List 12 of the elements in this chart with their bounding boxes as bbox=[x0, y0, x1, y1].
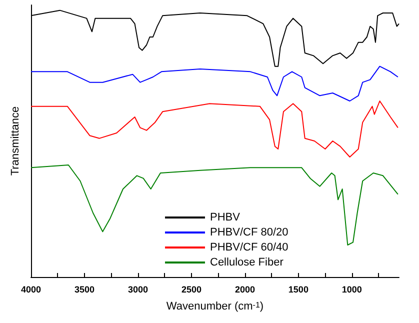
legend-label: Cellulose Fiber bbox=[210, 256, 284, 268]
x-tick-label: 1000 bbox=[342, 284, 362, 294]
x-tick-label: 3000 bbox=[128, 284, 148, 294]
y-axis-title: Transmittance bbox=[10, 106, 22, 176]
x-tick-label: 2000 bbox=[234, 284, 255, 294]
x-tick-label: 3500 bbox=[74, 284, 95, 294]
x-tick-label: 2500 bbox=[181, 284, 202, 294]
x-tick-label: 4000 bbox=[20, 284, 42, 294]
legend-label: PHBV bbox=[210, 212, 241, 224]
legend-label: PHBV/CF 80/20 bbox=[210, 226, 288, 238]
legend-label: PHBV/CF 60/40 bbox=[210, 242, 288, 254]
x-tick-label: 1500 bbox=[288, 284, 308, 294]
